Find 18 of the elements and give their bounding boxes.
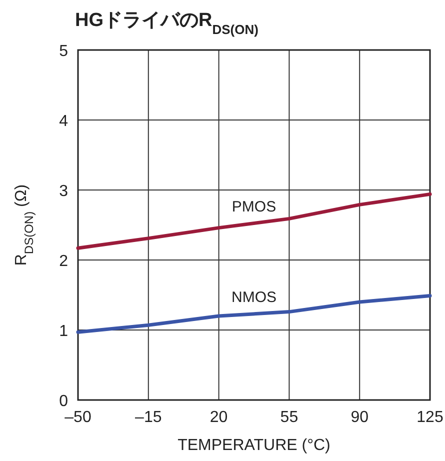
x-axis-title: TEMPERATURE (°C) <box>178 437 330 454</box>
x-tick-label: 55 <box>280 409 298 426</box>
line-series <box>76 192 432 250</box>
chart-title: HGドライバのR$_{DS(ON)}$ <box>75 10 258 36</box>
y-tick-label: 2 <box>59 253 68 270</box>
y-tick-label: 4 <box>59 113 68 130</box>
series-label: NMOS <box>232 288 276 306</box>
x-tick-label: 90 <box>350 409 369 426</box>
x-tick-label: –15 <box>135 409 162 426</box>
x-tick-label: 125 <box>416 409 444 426</box>
x-tick-label: 20 <box>210 409 228 426</box>
y-tick-label: 3 <box>59 183 68 200</box>
y-tick-label: 1 <box>59 323 68 340</box>
y-tick-label: 5 <box>59 43 68 60</box>
y-tick-label: 0 <box>59 393 68 410</box>
series-label: PMOS <box>232 198 276 216</box>
x-tick-label: –50 <box>64 409 92 426</box>
line-series <box>76 294 432 334</box>
